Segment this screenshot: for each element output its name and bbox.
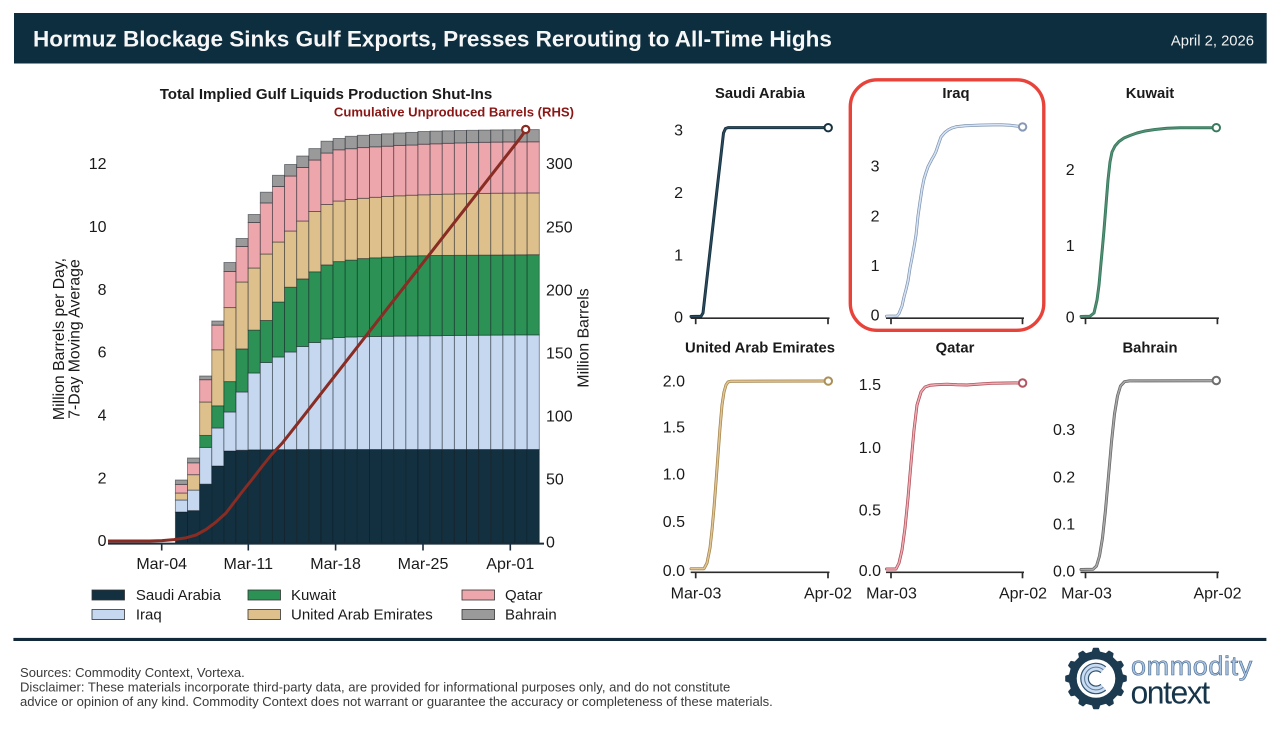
svg-text:0.5: 0.5 [663,514,685,531]
svg-text:Cumulative Unproduced Barrels: Cumulative Unproduced Barrels (RHS) [334,105,574,120]
svg-text:4: 4 [98,408,107,425]
svg-text:2: 2 [871,208,880,225]
svg-text:Mar-04: Mar-04 [136,556,187,573]
svg-text:1.5: 1.5 [859,377,881,394]
svg-text:Apr-02: Apr-02 [999,586,1047,603]
svg-text:Million Barrels per Day,: Million Barrels per Day, [51,258,68,420]
svg-text:250: 250 [546,219,573,236]
svg-text:0: 0 [674,310,683,327]
svg-text:Hormuz Blockage Sinks Gulf Exp: Hormuz Blockage Sinks Gulf Exports, Pres… [33,27,832,52]
svg-text:1.0: 1.0 [663,467,685,484]
svg-text:Kuwait: Kuwait [1126,86,1175,102]
svg-text:8: 8 [98,282,107,299]
svg-text:Bahrain: Bahrain [505,606,557,623]
svg-text:advice or opinion of any kind.: advice or opinion of any kind. Commodity… [20,694,773,709]
svg-text:2: 2 [674,185,683,202]
svg-text:1: 1 [1066,238,1075,255]
svg-text:Disclaimer: These materials in: Disclaimer: These materials incorporate … [20,680,730,695]
svg-text:1.5: 1.5 [663,420,685,437]
svg-text:3: 3 [871,159,880,176]
svg-text:Qatar: Qatar [936,341,975,357]
svg-text:1.0: 1.0 [859,440,881,457]
svg-text:ontext: ontext [1131,675,1211,711]
svg-text:1: 1 [674,248,683,265]
svg-text:ommodity: ommodity [1131,651,1253,681]
svg-text:United Arab Emirates: United Arab Emirates [291,606,433,623]
svg-text:Apr-02: Apr-02 [1193,586,1241,603]
svg-text:Mar-03: Mar-03 [671,586,722,603]
svg-text:0.5: 0.5 [859,503,881,520]
svg-text:0: 0 [871,308,880,325]
svg-text:0.0: 0.0 [859,563,881,580]
svg-text:0: 0 [546,535,555,552]
svg-text:Mar-03: Mar-03 [1061,586,1112,603]
svg-text:1: 1 [871,258,880,275]
svg-text:0: 0 [98,533,107,550]
svg-text:Million Barrels: Million Barrels [576,288,593,387]
svg-text:0.0: 0.0 [663,563,685,580]
svg-text:Apr-02: Apr-02 [804,586,852,603]
svg-text:0.2: 0.2 [1053,470,1075,487]
svg-text:Saudi Arabia: Saudi Arabia [136,587,222,604]
svg-text:Total Implied Gulf Liquids Pro: Total Implied Gulf Liquids Production Sh… [160,86,493,103]
svg-text:50: 50 [546,472,564,489]
svg-text:Qatar: Qatar [505,587,543,604]
svg-text:Kuwait: Kuwait [291,587,337,604]
svg-text:Mar-25: Mar-25 [398,556,449,573]
svg-text:12: 12 [89,156,107,173]
svg-text:7-Day Moving Average: 7-Day Moving Average [67,259,84,419]
svg-text:Mar-11: Mar-11 [224,556,274,573]
svg-text:United Arab Emirates: United Arab Emirates [685,341,835,357]
svg-text:Sources: Commodity Context, Vo: Sources: Commodity Context, Vortexa. [20,665,245,680]
svg-text:Bahrain: Bahrain [1122,341,1177,357]
svg-text:0: 0 [1066,310,1075,327]
svg-text:2: 2 [98,470,107,487]
svg-text:Apr-01: Apr-01 [486,556,534,573]
svg-text:2.0: 2.0 [663,374,685,391]
svg-text:200: 200 [546,282,573,299]
svg-text:300: 300 [546,156,573,173]
svg-text:Iraq: Iraq [136,606,162,623]
svg-text:Saudi Arabia: Saudi Arabia [715,86,806,102]
svg-text:6: 6 [98,345,107,362]
svg-text:3: 3 [674,123,683,140]
svg-text:150: 150 [546,345,573,362]
svg-text:2: 2 [1066,162,1075,179]
svg-text:100: 100 [546,409,573,426]
svg-text:Mar-03: Mar-03 [866,586,917,603]
svg-text:April 2, 2026: April 2, 2026 [1171,34,1254,50]
svg-text:10: 10 [89,219,107,236]
svg-text:Iraq: Iraq [942,86,969,102]
svg-text:0.1: 0.1 [1053,517,1075,534]
svg-text:0.3: 0.3 [1053,422,1075,439]
svg-text:Mar-18: Mar-18 [310,556,361,573]
svg-text:0.0: 0.0 [1053,564,1075,581]
